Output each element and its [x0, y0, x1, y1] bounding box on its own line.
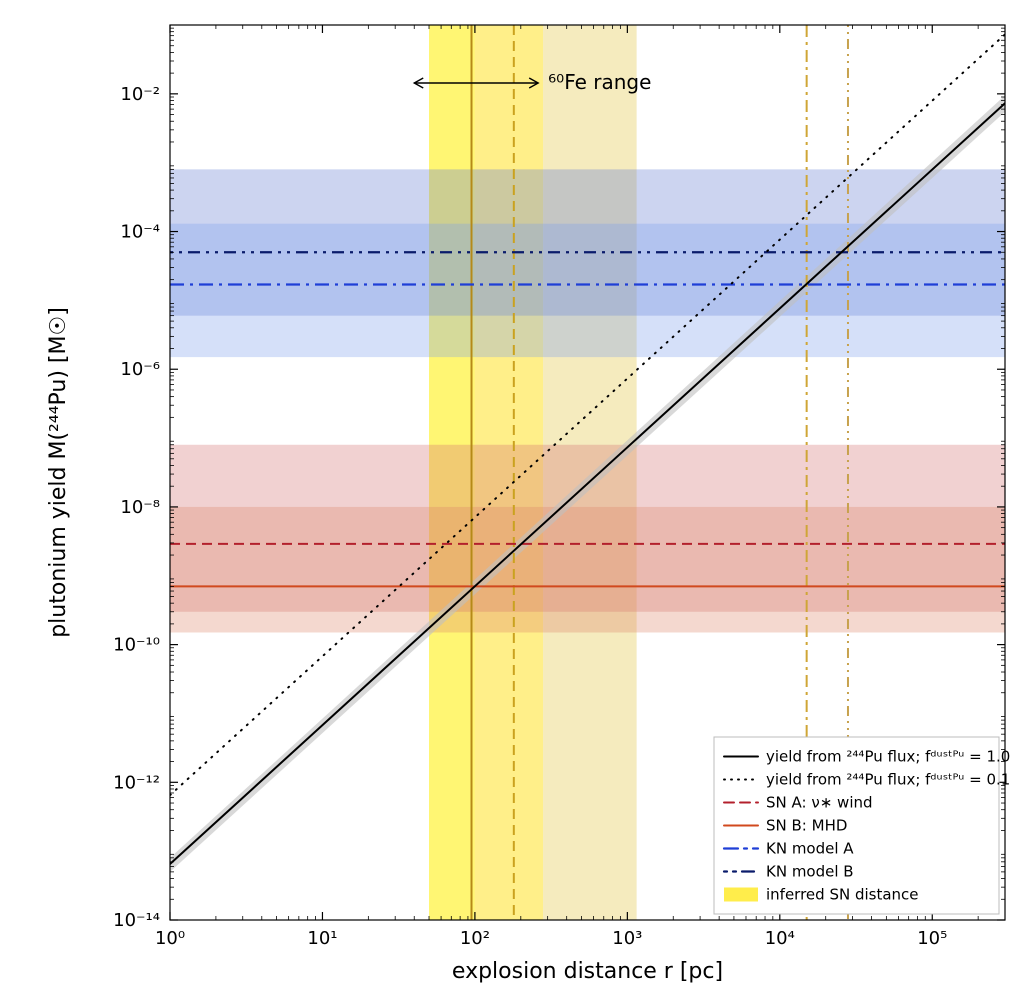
legend-label: KN model A	[766, 840, 854, 858]
yield-band	[170, 224, 1005, 357]
y-tick-label: 10⁻¹⁴	[113, 910, 160, 931]
y-tick-label: 10⁻⁴	[120, 222, 160, 243]
fe-range-label: ⁶⁰Fe range	[548, 70, 651, 94]
y-tick-label: 10⁻¹⁰	[113, 635, 160, 656]
chart-svg: ⁶⁰Fe range 10⁰ 10¹ 10² 10³ 10⁴ 10⁵ 10⁻¹⁴ 10⁻¹² 10…	[0, 0, 1024, 1004]
x-tick-label: 10⁰	[155, 928, 185, 949]
x-tick-label: 10⁵	[917, 928, 947, 949]
x-tick-label: 10²	[460, 928, 490, 949]
y-axis-label: plutonium yield M(²⁴⁴Pu) [M☉]	[46, 307, 71, 638]
y-tick-label: 10⁻²	[120, 84, 160, 105]
legend-label: yield from ²⁴⁴Pu flux; fᵈᵘˢᵗᴾᵘ = 0.1	[766, 771, 1010, 789]
legend-label: SN A: ν∗ wind	[766, 794, 873, 812]
y-tick-label: 10⁻⁶	[120, 359, 160, 380]
x-tick-label: 10³	[612, 928, 642, 949]
legend-label: inferred SN distance	[766, 886, 919, 904]
x-axis-label: explosion distance r [pc]	[452, 959, 723, 984]
y-tick-label: 10⁻⁸	[120, 497, 160, 518]
chart-container: ⁶⁰Fe range 10⁰ 10¹ 10² 10³ 10⁴ 10⁵ 10⁻¹⁴ 10⁻¹² 10…	[0, 0, 1024, 1004]
x-tick-label: 10⁴	[765, 928, 795, 949]
legend-label: yield from ²⁴⁴Pu flux; fᵈᵘˢᵗᴾᵘ = 1.0	[766, 748, 1010, 766]
x-tick-label: 10¹	[307, 928, 337, 949]
yield-band	[170, 507, 1005, 633]
legend-label: SN B: MHD	[766, 817, 847, 835]
legend-label: KN model B	[766, 863, 854, 881]
y-tick-label: 10⁻¹²	[113, 772, 160, 793]
